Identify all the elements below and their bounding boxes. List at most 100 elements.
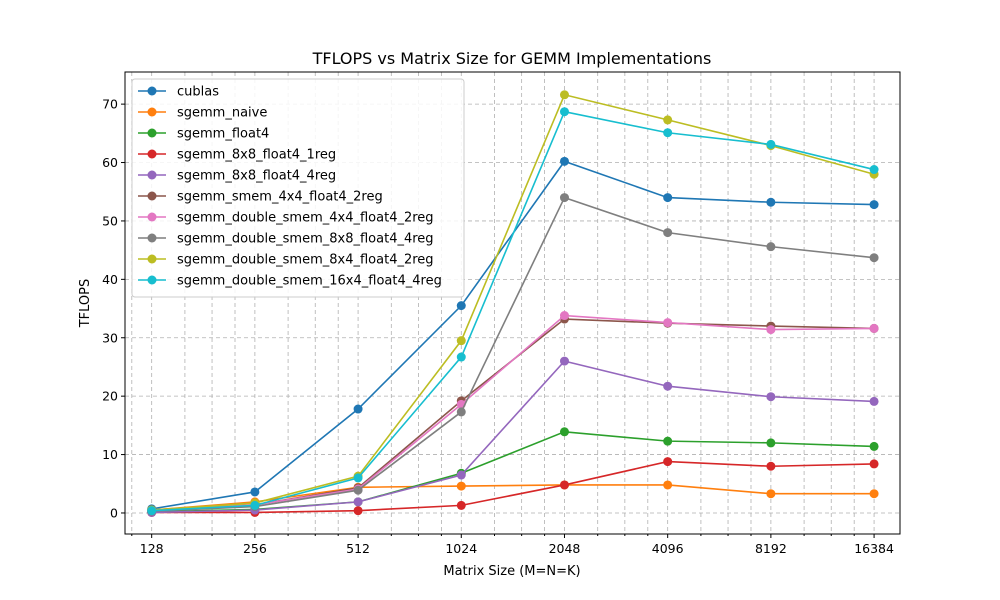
- legend-label: sgemm_smem_4x4_float4_2reg: [177, 190, 383, 205]
- data-point: [456, 336, 466, 346]
- legend-item: sgemm_double_smem_4x4_float4_2reg: [138, 211, 434, 226]
- data-point: [869, 323, 879, 333]
- y-tick-label: 50: [102, 213, 118, 228]
- data-point: [663, 381, 673, 391]
- legend-label: cublas: [177, 85, 219, 100]
- legend-label: sgemm_8x8_float4_1reg: [177, 148, 336, 163]
- series-line: [151, 430, 875, 513]
- data-point: [147, 506, 157, 516]
- legend-marker: [147, 170, 157, 180]
- legend-marker: [147, 107, 157, 117]
- data-point: [663, 436, 673, 446]
- series-line: [151, 196, 875, 513]
- y-tick-label: 70: [102, 97, 118, 112]
- data-point: [353, 506, 363, 516]
- data-point: [559, 156, 569, 166]
- series-layer: [147, 90, 879, 517]
- series-line: [151, 360, 875, 514]
- data-point: [456, 500, 466, 510]
- series-line: [151, 314, 875, 512]
- data-point: [456, 470, 466, 480]
- legend-item: sgemm_smem_4x4_float4_2reg: [138, 190, 383, 205]
- data-point: [766, 489, 776, 499]
- legend-item: sgemm_8x8_float4_4reg: [138, 169, 336, 184]
- data-point: [869, 165, 879, 175]
- legend-label: sgemm_8x8_float4_4reg: [177, 169, 336, 184]
- legend-item: cublas: [138, 85, 219, 100]
- legend-label: sgemm_double_smem_16x4_float4_4reg: [177, 274, 442, 289]
- chart-title: TFLOPS vs Matrix Size for GEMM Implement…: [312, 49, 712, 68]
- legend-marker: [147, 254, 157, 264]
- legend-item: sgemm_naive: [138, 106, 267, 121]
- data-point: [559, 311, 569, 321]
- legend-item: sgemm_double_smem_8x8_float4_4reg: [138, 232, 434, 247]
- data-point: [869, 489, 879, 499]
- series-line: [151, 318, 875, 512]
- legend-marker: [147, 149, 157, 159]
- legend-item: sgemm_float4: [138, 127, 269, 142]
- legend-item: sgemm_double_smem_8x4_float4_2reg: [138, 253, 434, 268]
- y-tick-label: 40: [102, 272, 118, 287]
- data-point: [559, 356, 569, 366]
- x-axis-label: Matrix Size (M=N=K): [443, 564, 580, 579]
- plot-frame: [124, 71, 901, 535]
- y-axis-label: TFLOPS: [78, 279, 93, 329]
- data-point: [869, 200, 879, 210]
- legend-item: sgemm_8x8_float4_1reg: [138, 148, 336, 163]
- data-point: [766, 197, 776, 207]
- data-point: [559, 427, 569, 437]
- legend-marker: [147, 128, 157, 138]
- data-point: [766, 438, 776, 448]
- y-tick-label: 20: [102, 389, 118, 404]
- legend-box: [131, 78, 465, 298]
- data-point: [559, 107, 569, 117]
- legend-marker: [147, 233, 157, 243]
- x-tick-label: 8192: [755, 541, 787, 556]
- data-point: [663, 128, 673, 138]
- series-sgemm_double_smem_16x4_float4_4reg: [147, 107, 879, 516]
- data-point: [559, 193, 569, 203]
- data-point: [663, 480, 673, 490]
- data-point: [869, 396, 879, 406]
- data-point: [663, 193, 673, 203]
- series-line: [151, 110, 875, 512]
- series-line: [151, 460, 875, 514]
- data-point: [559, 480, 569, 490]
- data-point: [766, 392, 776, 402]
- x-tick-label: 256: [243, 541, 267, 556]
- data-point: [456, 481, 466, 491]
- data-point: [353, 404, 363, 414]
- data-point: [353, 497, 363, 507]
- y-tick-label: 0: [110, 505, 118, 520]
- x-tick-label: 512: [346, 541, 370, 556]
- data-point: [663, 318, 673, 328]
- data-point: [353, 485, 363, 495]
- legend-marker: [147, 275, 157, 285]
- legend: cublas sgemm_naive sgemm_float4 sgemm_8x8_f…: [131, 78, 465, 298]
- legend-label: sgemm_float4: [177, 127, 269, 142]
- axis-ticks: 128 256 512 1024 2048 4096 8192 16384 0 10 20 30 40 5…: [102, 97, 894, 556]
- legend-item: sgemm_double_smem_16x4_float4_4reg: [138, 274, 442, 289]
- legend-marker: [147, 86, 157, 96]
- legend-label: sgemm_double_smem_8x4_float4_2reg: [177, 253, 434, 268]
- data-point: [559, 90, 569, 100]
- data-point: [766, 325, 776, 335]
- legend-label: sgemm_naive: [177, 106, 267, 121]
- data-point: [663, 228, 673, 238]
- y-tick-label: 30: [102, 330, 118, 345]
- x-tick-label: 1024: [445, 541, 477, 556]
- legend-label: sgemm_double_smem_4x4_float4_2reg: [177, 211, 434, 226]
- legend-marker: [147, 191, 157, 201]
- data-point: [766, 461, 776, 471]
- data-point: [353, 473, 363, 483]
- data-point: [663, 115, 673, 125]
- data-point: [456, 407, 466, 417]
- data-point: [766, 242, 776, 252]
- data-point: [869, 441, 879, 451]
- data-point: [250, 487, 260, 497]
- x-tick-label: 4096: [652, 541, 684, 556]
- y-tick-label: 60: [102, 155, 118, 170]
- series-line: [151, 484, 875, 511]
- x-tick-label: 2048: [549, 541, 581, 556]
